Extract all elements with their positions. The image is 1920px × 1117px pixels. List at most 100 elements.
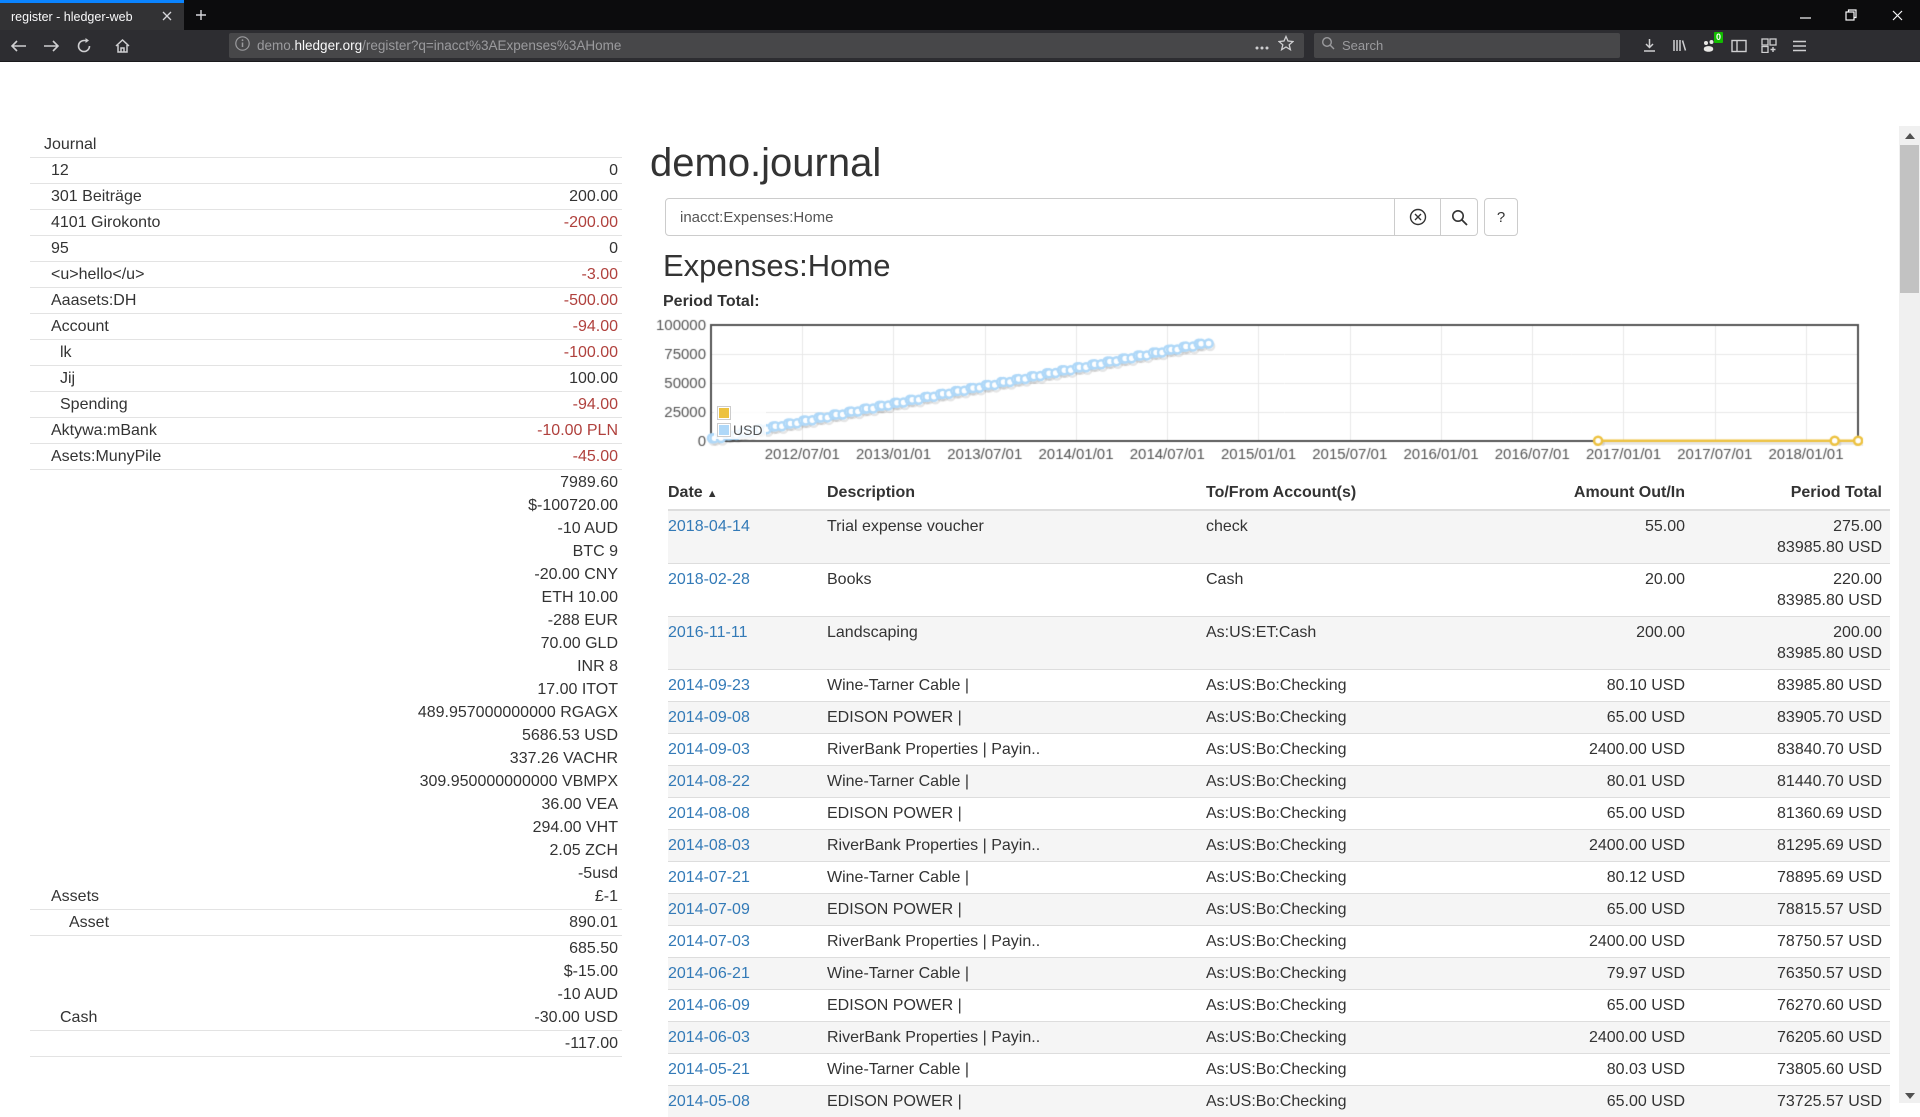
sidebar-account-link[interactable]: 301 Beiträge bbox=[30, 185, 142, 208]
sidebar-account-link[interactable]: Account bbox=[30, 315, 109, 338]
period-total-cell: 81440.70 USD bbox=[1685, 766, 1890, 798]
sidebar-account-link[interactable]: lk bbox=[30, 341, 72, 364]
screenshot-icon[interactable] bbox=[1754, 33, 1784, 59]
transaction-date-link[interactable]: 2018-02-28 bbox=[668, 571, 750, 588]
close-button[interactable] bbox=[1874, 0, 1920, 30]
sidebar-account-link[interactable]: Aktywa:mBank bbox=[30, 419, 157, 442]
account-balance: -500.00 bbox=[564, 289, 618, 312]
sidebar-account-link[interactable]: Asets:MunyPile bbox=[30, 445, 161, 468]
transaction-description: EDISON POWER | bbox=[827, 798, 1206, 830]
query-input[interactable] bbox=[665, 198, 1395, 236]
transaction-date-link[interactable]: 2014-07-21 bbox=[668, 869, 750, 886]
page-actions-icon[interactable] bbox=[1250, 37, 1274, 55]
transaction-description: RiverBank Properties | Payin.. bbox=[827, 926, 1206, 958]
sidebar-account-link[interactable]: 95 bbox=[30, 237, 69, 260]
browser-search-bar[interactable]: Search bbox=[1314, 33, 1620, 58]
search-icon bbox=[1321, 36, 1335, 55]
transaction-account: As:US:Bo:Checking bbox=[1206, 798, 1455, 830]
restore-button[interactable] bbox=[1828, 0, 1874, 30]
url-text[interactable]: demo.hledger.org/register?q=inacct%3AExp… bbox=[257, 38, 1250, 53]
sidebar-journal-link[interactable]: Journal bbox=[30, 133, 96, 156]
menu-icon[interactable] bbox=[1784, 33, 1814, 59]
browser-tab[interactable]: register - hledger-web bbox=[0, 0, 184, 30]
sidebar-account-link[interactable]: Cash bbox=[30, 1006, 97, 1029]
transaction-date-link[interactable]: 2018-04-14 bbox=[668, 518, 750, 535]
sidebar-account-link[interactable]: <u>hello</u> bbox=[30, 263, 144, 286]
tab-title: register - hledger-web bbox=[11, 10, 158, 24]
sidebar-account-link[interactable]: 4101 Girokonto bbox=[30, 211, 160, 234]
column-header-description[interactable]: Description bbox=[827, 479, 1206, 510]
sidebar-account-row: 12 0 bbox=[30, 158, 622, 184]
account-balance: -94.00 bbox=[573, 315, 618, 338]
sidebar-account-link[interactable]: 12 bbox=[30, 159, 69, 182]
transaction-date-link[interactable]: 2014-09-03 bbox=[668, 741, 750, 758]
scroll-up-icon[interactable] bbox=[1905, 133, 1915, 139]
sidebar-icon[interactable] bbox=[1724, 33, 1754, 59]
scrollbar-thumb[interactable] bbox=[1900, 145, 1919, 293]
sidebar-account-link[interactable]: Asset bbox=[30, 911, 109, 934]
library-icon[interactable] bbox=[1664, 33, 1694, 59]
clear-query-button[interactable] bbox=[1395, 198, 1441, 236]
sidebar-account-link[interactable]: Jij bbox=[30, 367, 75, 390]
sidebar-account-link[interactable]: Aaasets:DH bbox=[30, 289, 136, 312]
account-balance: 70.00 GLD bbox=[418, 632, 618, 655]
account-balance: -10 AUD bbox=[418, 517, 618, 540]
help-button[interactable]: ? bbox=[1484, 198, 1518, 236]
info-icon[interactable] bbox=[235, 36, 250, 56]
search-form: ? bbox=[665, 198, 1518, 236]
transaction-date-link[interactable]: 2014-06-21 bbox=[668, 965, 750, 982]
column-header-date[interactable]: Date▲ bbox=[668, 479, 827, 510]
transaction-date-link[interactable]: 2014-08-08 bbox=[668, 805, 750, 822]
transaction-amount: 80.12 USD bbox=[1455, 862, 1685, 894]
transaction-date-link[interactable]: 2014-05-21 bbox=[668, 1061, 750, 1078]
account-balance: -3.00 bbox=[582, 263, 618, 286]
column-header-amount[interactable]: Amount Out/In bbox=[1455, 479, 1685, 510]
tab-close-icon[interactable] bbox=[158, 8, 176, 26]
download-icon[interactable] bbox=[1634, 33, 1664, 59]
transaction-amount: 2400.00 USD bbox=[1455, 830, 1685, 862]
transaction-account: As:US:Bo:Checking bbox=[1206, 670, 1455, 702]
transaction-date-link[interactable]: 2014-07-09 bbox=[668, 901, 750, 918]
transaction-description: RiverBank Properties | Payin.. bbox=[827, 734, 1206, 766]
url-bar[interactable]: demo.hledger.org/register?q=inacct%3AExp… bbox=[229, 33, 1304, 58]
account-balance: £-1 bbox=[418, 885, 618, 908]
extension-icon[interactable]: 0 bbox=[1694, 33, 1724, 59]
account-balance: 200.00 bbox=[569, 185, 618, 208]
scroll-down-icon[interactable] bbox=[1905, 1093, 1915, 1099]
transaction-account: Cash bbox=[1206, 564, 1455, 617]
transaction-date-link[interactable]: 2014-05-08 bbox=[668, 1093, 750, 1110]
bookmark-icon[interactable] bbox=[1274, 35, 1298, 56]
period-total-cell: 73725.57 USD bbox=[1685, 1086, 1890, 1117]
account-balance: -20.00 CNY bbox=[418, 563, 618, 586]
minimize-button[interactable] bbox=[1782, 0, 1828, 30]
sidebar-account-link[interactable]: Assets bbox=[30, 885, 99, 908]
transaction-date-link[interactable]: 2014-08-03 bbox=[668, 837, 750, 854]
transaction-date-link[interactable]: 2014-09-23 bbox=[668, 677, 750, 694]
page-scrollbar[interactable] bbox=[1899, 126, 1920, 1103]
sidebar-account-link[interactable]: Spending bbox=[30, 393, 128, 416]
transaction-date-link[interactable]: 2014-06-09 bbox=[668, 997, 750, 1014]
transaction-date-link[interactable]: 2014-08-22 bbox=[668, 773, 750, 790]
account-balance: BTC 9 bbox=[418, 540, 618, 563]
transaction-date-link[interactable]: 2016-11-11 bbox=[668, 624, 747, 641]
transaction-date-link[interactable]: 2014-06-03 bbox=[668, 1029, 750, 1046]
account-balance: $-15.00 bbox=[534, 960, 618, 983]
reload-icon[interactable] bbox=[69, 33, 99, 59]
column-header-period-total[interactable]: Period Total bbox=[1685, 479, 1890, 510]
account-balance: 0 bbox=[609, 159, 618, 182]
transaction-amount: 200.00 bbox=[1455, 617, 1685, 670]
account-balance: 0 bbox=[609, 237, 618, 260]
transaction-date-link[interactable]: 2014-09-08 bbox=[668, 709, 750, 726]
back-icon[interactable] bbox=[3, 33, 33, 59]
register-table: Date▲ Description To/From Account(s) Amo… bbox=[668, 479, 1890, 1117]
transaction-description: Trial expense voucher bbox=[827, 510, 1206, 564]
home-icon[interactable] bbox=[107, 33, 137, 59]
submit-search-button[interactable] bbox=[1441, 198, 1478, 236]
new-tab-button[interactable] bbox=[184, 0, 218, 30]
transaction-account: As:US:Bo:Checking bbox=[1206, 702, 1455, 734]
transaction-date-link[interactable]: 2014-07-03 bbox=[668, 933, 750, 950]
forward-icon[interactable] bbox=[36, 33, 66, 59]
column-header-account[interactable]: To/From Account(s) bbox=[1206, 479, 1455, 510]
